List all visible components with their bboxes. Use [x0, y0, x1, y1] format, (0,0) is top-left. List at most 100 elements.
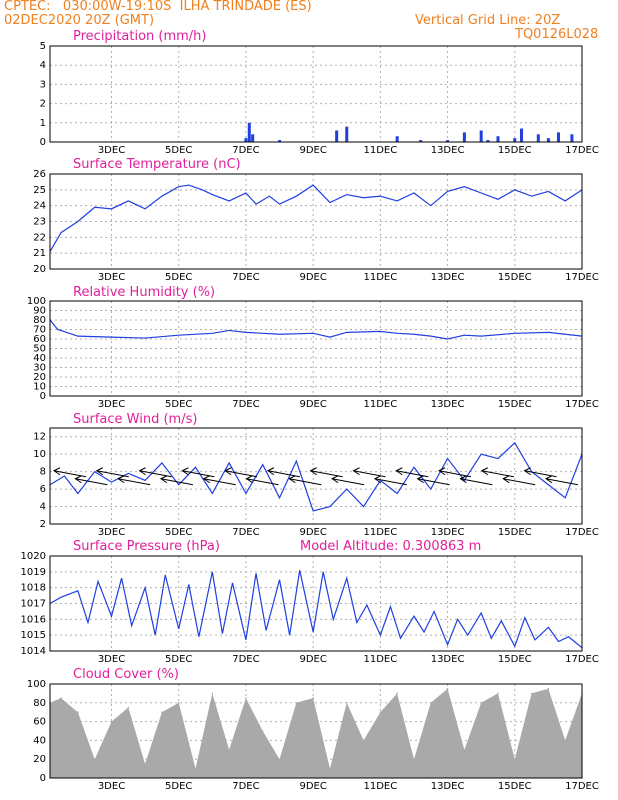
- y-tick-label: 40: [33, 735, 46, 746]
- y-tick-label: 20: [33, 372, 46, 383]
- cloud-point: [161, 711, 163, 713]
- cloud-point: [463, 749, 466, 751]
- cloud-point: [194, 767, 197, 770]
- y-tick-label: 26: [33, 169, 46, 180]
- cloud-point: [211, 692, 214, 695]
- y-tick-label: 80: [33, 698, 46, 709]
- wind-arrow: [203, 478, 236, 486]
- x-tick-label: 3DEC: [98, 654, 125, 665]
- wind-arrow: [545, 478, 579, 486]
- x-tick-label: 13DEC: [431, 145, 465, 156]
- cloud-point: [345, 702, 348, 704]
- cloud-point: [379, 711, 382, 713]
- cloud-point: [530, 692, 533, 695]
- cloud-point: [480, 702, 482, 704]
- cloud-point: [245, 697, 247, 699]
- y-tick-label: 80: [33, 315, 46, 326]
- run-code: TQ0126L028: [515, 27, 599, 42]
- cloud-point: [278, 758, 281, 760]
- y-tick-label: 50: [33, 344, 46, 355]
- cloud-point: [513, 758, 516, 760]
- precip-bar: [395, 136, 399, 142]
- y-tick-label: 21: [33, 248, 46, 259]
- y-tick-label: 4: [40, 60, 46, 71]
- wind-arrowhead: [352, 467, 360, 476]
- x-tick-label: 17DEC: [565, 272, 599, 283]
- x-tick-label: 5DEC: [165, 654, 192, 665]
- precip-bar: [446, 140, 450, 142]
- wind-arrowhead: [416, 475, 424, 484]
- wind-arrowhead: [138, 467, 146, 476]
- y-tick-label: 100: [27, 679, 46, 690]
- grid-note: Vertical Grid Line: 20Z: [415, 13, 561, 28]
- wind-arrowhead: [245, 475, 253, 484]
- series-line: [49, 319, 583, 340]
- precip-bar: [536, 134, 540, 142]
- precip-bar: [570, 134, 574, 142]
- precip-bar: [556, 132, 560, 142]
- x-tick-label: 17DEC: [565, 654, 599, 665]
- wind-arrowhead: [502, 475, 510, 484]
- y-tick-label: 70: [33, 325, 46, 336]
- y-tick-label: 22: [33, 232, 46, 243]
- x-tick-label: 11DEC: [363, 781, 397, 792]
- y-tick-label: 90: [33, 306, 46, 317]
- panel-frame: [49, 683, 583, 779]
- precip-bar: [345, 126, 349, 142]
- x-tick-label: 7DEC: [232, 527, 259, 538]
- x-tick-label: 9DEC: [299, 654, 326, 665]
- wind-arrowhead: [545, 475, 553, 484]
- cloud-point: [446, 687, 449, 690]
- y-tick-label: 60: [33, 334, 46, 345]
- cloud-point: [396, 692, 398, 695]
- y-tick-label: 8: [40, 467, 46, 478]
- y-tick-label: 20: [33, 264, 46, 275]
- y-tick-label: 4: [40, 502, 46, 513]
- wind-arrow: [460, 478, 493, 486]
- x-tick-label: 15DEC: [498, 399, 532, 410]
- x-tick-label: 3DEC: [98, 781, 125, 792]
- series-line: [49, 441, 583, 512]
- x-tick-label: 9DEC: [299, 527, 326, 538]
- wind-arrowhead: [395, 467, 403, 476]
- precip-bar: [486, 140, 490, 142]
- x-tick-label: 13DEC: [431, 399, 465, 410]
- wind-arrowhead: [74, 475, 82, 484]
- panel-frame: [49, 555, 583, 652]
- cloud-point: [564, 739, 566, 742]
- y-tick-label: 100: [27, 296, 46, 307]
- y-tick-label: 20: [33, 754, 46, 765]
- wind-arrowhead: [523, 467, 531, 476]
- x-tick-label: 7DEC: [232, 145, 259, 156]
- x-tick-label: 15DEC: [498, 145, 532, 156]
- cloud-cover-area: [50, 688, 582, 778]
- station-header: CPTEC: 030:00W-19:10S ILHA TRINDADE (ES): [4, 0, 312, 14]
- wind-arrowhead: [117, 475, 125, 484]
- x-tick-label: 7DEC: [232, 399, 259, 410]
- cloud-point: [497, 692, 499, 695]
- y-tick-label: 1019: [21, 567, 46, 578]
- y-tick-label: 23: [33, 217, 46, 228]
- cloud-point: [312, 697, 314, 699]
- x-tick-label: 3DEC: [98, 527, 125, 538]
- cloud-point: [329, 767, 331, 770]
- x-tick-label: 3DEC: [98, 272, 125, 283]
- wind-arrowhead: [266, 467, 275, 476]
- x-tick-label: 11DEC: [363, 272, 397, 283]
- x-tick-label: 5DEC: [165, 781, 192, 792]
- y-tick-label: 1018: [21, 583, 46, 594]
- x-tick-label: 15DEC: [498, 781, 532, 792]
- precip-bar: [513, 138, 517, 142]
- x-tick-label: 11DEC: [363, 399, 397, 410]
- y-tick-label: 2: [40, 519, 46, 530]
- x-tick-label: 3DEC: [98, 399, 125, 410]
- wind-arrow: [160, 478, 194, 486]
- y-tick-label: 0: [40, 137, 46, 148]
- precip-bar: [546, 138, 550, 142]
- wind-arrowhead: [309, 467, 317, 476]
- y-tick-label: 0: [40, 773, 46, 784]
- wind-arrowhead: [459, 475, 467, 484]
- precip-bar: [251, 134, 255, 142]
- precip-bar: [462, 132, 466, 142]
- wind-arrowhead: [438, 467, 446, 476]
